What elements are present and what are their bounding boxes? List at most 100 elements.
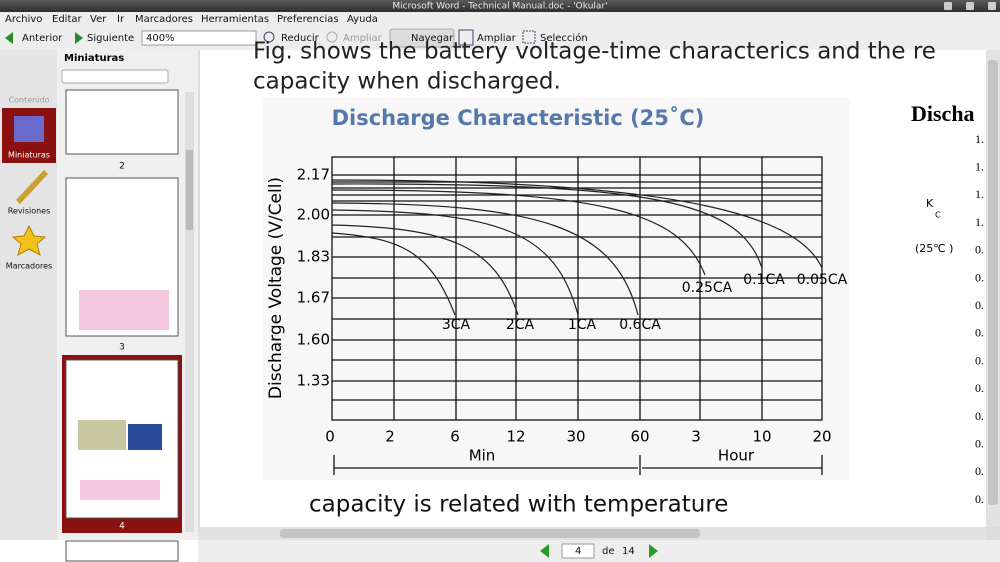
chart-x-tick: 60 [630, 428, 649, 446]
thumbnails-icon [14, 116, 44, 142]
thumb-scroll-handle[interactable] [186, 150, 193, 230]
menu-item[interactable]: Ver [90, 14, 107, 25]
doc-text: K [926, 197, 934, 210]
chart-y-label: Discharge Voltage (V/Cell) [266, 177, 286, 399]
thumbnail-label: 4 [119, 522, 125, 532]
chart-x-tick: 2 [385, 428, 395, 446]
thumbnail-title: Miniaturas [64, 53, 124, 64]
curve [331, 202, 639, 316]
list-number: 1. [975, 187, 984, 201]
zoom-out-button[interactable]: Reducir [281, 33, 320, 44]
reviews-icon [16, 170, 48, 204]
menu-item[interactable]: Ayuda [347, 14, 378, 25]
curve-label: 0.25CA [682, 280, 733, 296]
bookmarks-icon [11, 224, 47, 257]
zoom-in-button[interactable]: Ampliar [343, 33, 383, 44]
maximize-button[interactable] [966, 2, 974, 10]
plot-frame [331, 156, 823, 421]
chart-x-group: Hour [718, 447, 755, 465]
chart-x-tick: 0 [325, 428, 335, 446]
prev-page-button[interactable] [540, 544, 549, 558]
sidebar-item[interactable]: Marcadores [6, 262, 52, 271]
doc-text: Fig. shows the battery voltage-time char… [253, 39, 936, 65]
page-total: 14 [622, 546, 635, 557]
minimize-button[interactable] [944, 2, 952, 10]
thumbnail-labels: 2 3 4 [119, 162, 125, 532]
chart-x-tick: 10 [752, 428, 771, 446]
next-page-button[interactable] [649, 544, 658, 558]
list-number: 0. [975, 464, 984, 478]
page-of: de [602, 546, 615, 557]
page-field[interactable] [561, 543, 595, 559]
thumb-figure [79, 290, 169, 330]
doc-text: C [935, 211, 941, 220]
h-scroll-handle[interactable] [280, 529, 700, 538]
thumbnail[interactable] [65, 540, 179, 562]
thumbnail-label: 2 [119, 162, 125, 172]
doc-text: (25℃ ) [915, 242, 953, 255]
curve-label: 0.1CA [743, 272, 785, 288]
thumbnail[interactable] [65, 89, 179, 155]
selection-icon [522, 30, 536, 44]
doc-text: capacity when discharged. [253, 69, 561, 95]
page-number[interactable]: 4 [575, 546, 581, 557]
chart-y-tick: 1.83 [297, 248, 330, 266]
close-button[interactable] [988, 2, 996, 10]
list-number: 0. [975, 298, 984, 312]
menu-item[interactable]: Herramientas [201, 14, 269, 25]
browse-toggle[interactable] [389, 28, 455, 48]
list-number: 1. [975, 159, 984, 173]
window-buttons[interactable] [944, 2, 996, 10]
chart-x-tick: 30 [566, 428, 585, 446]
list-number: 1. [975, 132, 984, 146]
previous-button[interactable]: Anterior [22, 33, 63, 44]
sidebar-item[interactable]: Miniaturas [8, 151, 50, 160]
chart-image [262, 98, 850, 480]
chart-x-group: Min [469, 447, 496, 465]
list-number: 0. [975, 353, 984, 367]
next-button[interactable]: Siguiente [87, 33, 134, 44]
browse-button[interactable]: Navegar [411, 33, 454, 44]
zoom-tool-button[interactable]: Ampliar [477, 33, 517, 44]
menu-item[interactable]: Ir [117, 14, 125, 25]
sidebar-item[interactable]: Revisiones [8, 207, 51, 216]
chart-y-tick: 2.00 [297, 206, 330, 224]
v-scroll-handle[interactable] [988, 60, 998, 505]
zoom-value[interactable]: 400% [146, 33, 175, 44]
doc-heading: Discha [911, 101, 975, 126]
list-number: 0. [975, 409, 984, 423]
curve [331, 209, 579, 316]
selection-button[interactable]: Selección [540, 32, 588, 44]
chart-x-tick: 6 [450, 428, 460, 446]
previous-icon [5, 32, 13, 44]
chart-title: Discharge Characteristic (25˚C) [332, 106, 705, 130]
thumb-figure [80, 480, 160, 500]
zoom-out-icon [263, 31, 275, 43]
list-number: 0. [975, 436, 984, 450]
menu-item[interactable]: Marcadores [135, 14, 193, 25]
sidebar-item[interactable]: Contenido [9, 96, 50, 105]
next-icon [75, 32, 83, 44]
chart-y-tick: 2.17 [297, 166, 330, 184]
chart-x-tick: 20 [812, 428, 831, 446]
list-number: 0. [975, 270, 984, 284]
thumbnail-search[interactable] [61, 69, 169, 84]
zoom-combo[interactable] [141, 30, 257, 46]
thumb-figure [128, 424, 162, 450]
bottom-bar [198, 540, 1000, 562]
menu-bar: Archivo Editar Ver Ir Marcadores Herramientas… [5, 14, 378, 25]
curve-label: 0.6CA [619, 317, 661, 333]
zoom-tool-icon [458, 29, 474, 46]
chart-y-tick: 1.33 [297, 372, 330, 390]
range-arrows [333, 455, 823, 475]
chart-y-tick: 1.60 [297, 331, 330, 349]
curve-label: 0.05CA [797, 272, 848, 288]
menu-item[interactable]: Preferencias [277, 14, 339, 25]
curve-label: 1CA [568, 317, 597, 333]
menu-item[interactable]: Archivo [5, 14, 42, 25]
thumb-scrollbar[interactable] [185, 92, 194, 532]
chart-x-tick: 3 [691, 428, 701, 446]
menu-item[interactable]: Editar [52, 14, 82, 25]
curve [331, 179, 823, 269]
